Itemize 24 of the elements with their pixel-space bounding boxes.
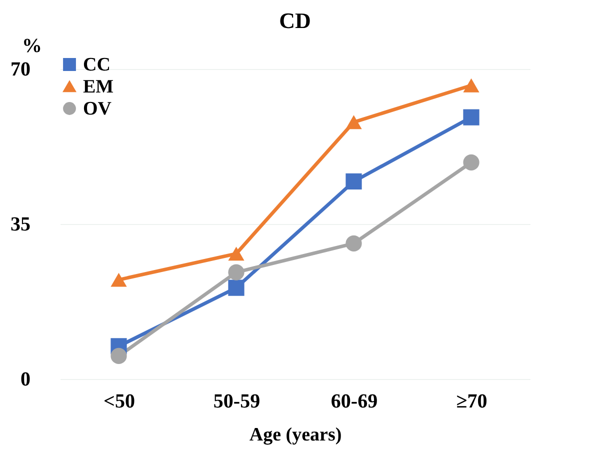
point [110, 272, 127, 287]
point [346, 115, 362, 130]
point [463, 109, 480, 126]
y-axis-title: % [22, 35, 42, 57]
point [110, 348, 127, 364]
y-tick-label: 70 [10, 58, 30, 80]
y-tick-label: 35 [10, 214, 30, 236]
point [228, 246, 244, 261]
x-tick-label: 50-59 [213, 390, 260, 412]
point [228, 280, 244, 296]
legend-label: CC [83, 54, 110, 76]
y-tick-label: 0 [20, 368, 30, 390]
point [346, 235, 362, 252]
point [228, 264, 244, 280]
x-axis-title: Age (years) [249, 424, 342, 446]
x-tick-label: ≥70 [456, 390, 488, 412]
chart-title: CD [279, 8, 311, 33]
x-tick-label: <50 [104, 390, 135, 412]
point [463, 78, 480, 92]
legend-label: OV [83, 98, 112, 120]
legend-label: EM [83, 76, 114, 98]
point [463, 154, 480, 170]
point [346, 173, 362, 190]
x-tick-label: 60-69 [330, 390, 378, 412]
